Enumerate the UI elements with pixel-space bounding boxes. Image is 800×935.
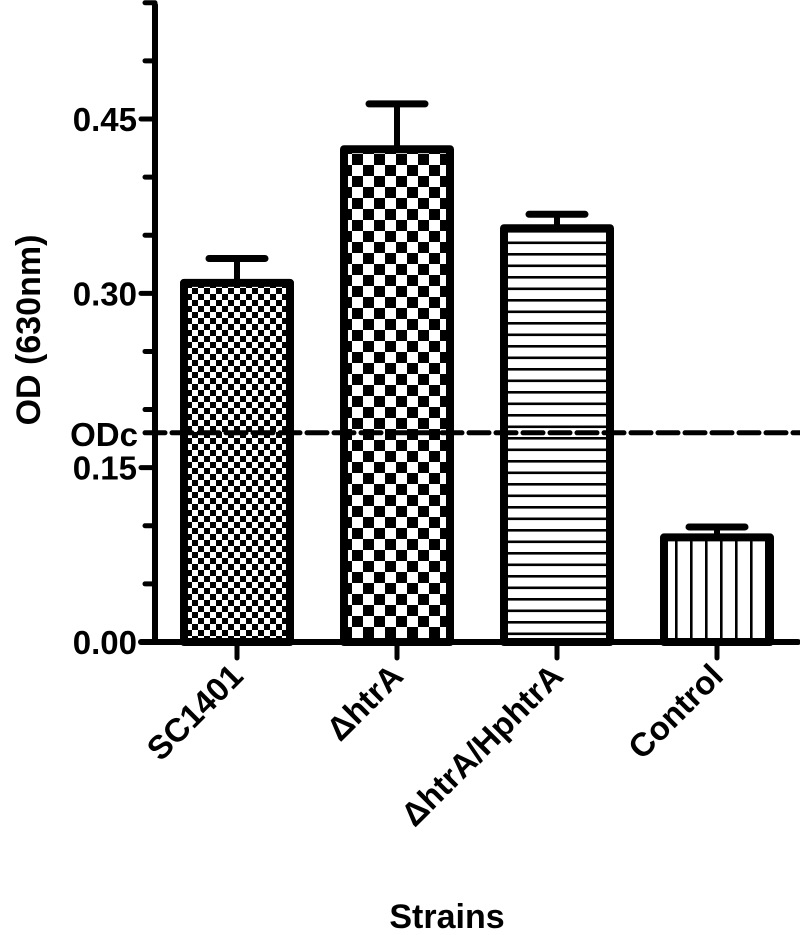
bar-1 <box>340 100 454 646</box>
y-tick-label: 0.45 <box>73 101 137 138</box>
y-tick-label: 0.00 <box>73 624 137 661</box>
y-tick-label: 0.30 <box>73 275 137 312</box>
bars-group <box>180 100 774 647</box>
x-category-label: SC1401 <box>139 657 249 767</box>
y-axis-title: OD (630nm) <box>10 235 48 426</box>
bar-rect <box>180 278 294 646</box>
x-axis-title: Strains <box>389 898 504 935</box>
bar-rect <box>660 533 774 647</box>
bar-2 <box>500 210 614 646</box>
bar-rect <box>340 145 454 646</box>
bar-3 <box>660 523 774 647</box>
y-tick-label: 0.15 <box>73 450 137 487</box>
odc-label: ODc <box>70 416 138 453</box>
x-category-label: Control <box>621 657 730 766</box>
bar-0 <box>180 254 294 646</box>
x-category-label: ΔhtrA/HphtrA <box>394 657 570 833</box>
x-category-label: ΔhtrA <box>319 657 410 748</box>
